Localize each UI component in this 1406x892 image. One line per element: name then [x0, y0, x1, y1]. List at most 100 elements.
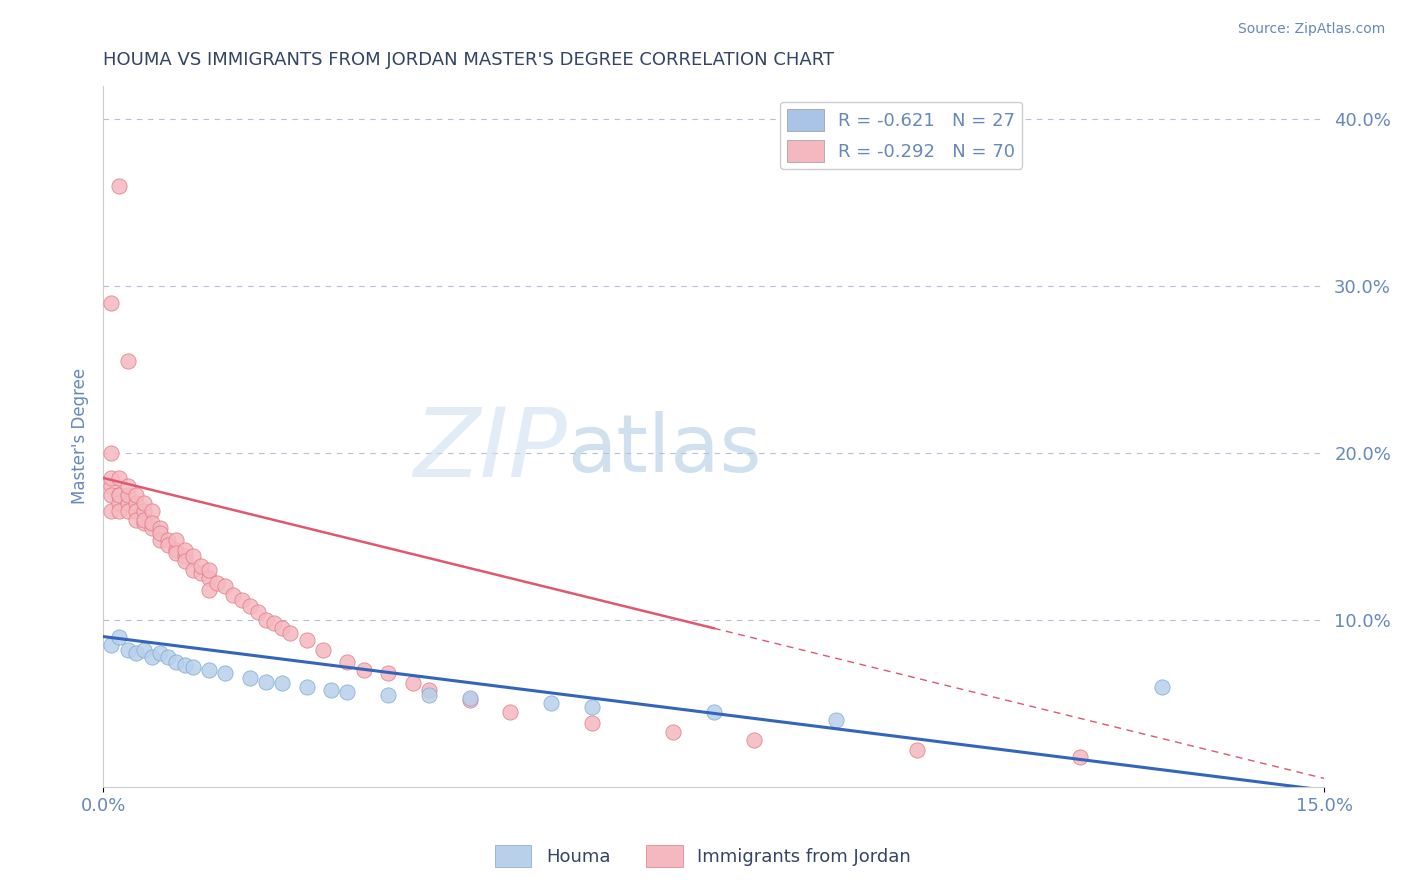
Point [239, 599, 262, 614]
Point [157, 538, 180, 552]
Point [336, 684, 359, 698]
Point [141, 521, 163, 535]
Y-axis label: Master's Degree: Master's Degree [72, 368, 89, 504]
Point [190, 559, 212, 574]
Point [825, 713, 848, 727]
Point [181, 563, 204, 577]
Point [662, 724, 685, 739]
Point [271, 621, 294, 635]
Point [100, 638, 122, 652]
Point [100, 488, 122, 502]
Point [214, 579, 236, 593]
Point [149, 521, 172, 535]
Point [149, 526, 172, 541]
Point [173, 657, 195, 672]
Point [165, 533, 187, 547]
Point [117, 496, 139, 510]
Point [246, 605, 269, 619]
Point [141, 516, 163, 530]
Point [108, 488, 131, 502]
Point [239, 671, 262, 685]
Point [117, 488, 139, 502]
Text: Source: ZipAtlas.com: Source: ZipAtlas.com [1237, 22, 1385, 37]
Point [703, 705, 725, 719]
Point [254, 674, 277, 689]
Point [125, 496, 148, 510]
Point [125, 488, 148, 502]
Point [295, 632, 318, 647]
Point [231, 592, 253, 607]
Point [271, 676, 294, 690]
Text: HOUMA VS IMMIGRANTS FROM JORDAN MASTER'S DEGREE CORRELATION CHART: HOUMA VS IMMIGRANTS FROM JORDAN MASTER'S… [103, 51, 834, 69]
Point [165, 546, 187, 560]
Point [581, 716, 603, 731]
Point [117, 504, 139, 518]
Point [132, 496, 155, 510]
Point [117, 354, 139, 368]
Point [141, 649, 163, 664]
Text: ZIP: ZIP [413, 404, 567, 497]
Point [499, 705, 522, 719]
Point [173, 542, 195, 557]
Point [336, 655, 359, 669]
Point [581, 699, 603, 714]
Point [117, 643, 139, 657]
Point [108, 504, 131, 518]
Point [198, 582, 221, 597]
Point [198, 563, 221, 577]
Point [540, 697, 562, 711]
Point [149, 646, 172, 660]
Point [1150, 680, 1173, 694]
Point [100, 471, 122, 485]
Point [458, 691, 481, 706]
Legend: Houma, Immigrants from Jordan: Houma, Immigrants from Jordan [488, 838, 918, 874]
Point [100, 479, 122, 493]
Point [190, 566, 212, 580]
Point [319, 683, 342, 698]
Point [744, 733, 766, 747]
Point [173, 554, 195, 568]
Point [280, 626, 302, 640]
Point [125, 646, 148, 660]
Point [1069, 749, 1091, 764]
Point [117, 479, 139, 493]
Point [181, 549, 204, 564]
Point [905, 743, 928, 757]
Point [458, 693, 481, 707]
Point [108, 496, 131, 510]
Point [100, 295, 122, 310]
Point [377, 666, 399, 681]
Point [173, 549, 195, 564]
Point [100, 504, 122, 518]
Point [132, 643, 155, 657]
Point [205, 576, 228, 591]
Point [198, 663, 221, 677]
Point [141, 504, 163, 518]
Point [181, 659, 204, 673]
Point [418, 683, 440, 698]
Point [108, 630, 131, 644]
Point [100, 446, 122, 460]
Point [222, 588, 245, 602]
Text: atlas: atlas [567, 411, 762, 489]
Point [165, 655, 187, 669]
Point [132, 516, 155, 530]
Legend: R = -0.621   N = 27, R = -0.292   N = 70: R = -0.621 N = 27, R = -0.292 N = 70 [780, 102, 1022, 169]
Point [353, 663, 375, 677]
Point [312, 643, 335, 657]
Point [149, 533, 172, 547]
Point [132, 504, 155, 518]
Point [157, 649, 180, 664]
Point [108, 471, 131, 485]
Point [418, 688, 440, 702]
Point [165, 542, 187, 557]
Point [132, 513, 155, 527]
Point [263, 616, 285, 631]
Point [214, 666, 236, 681]
Point [295, 680, 318, 694]
Point [254, 613, 277, 627]
Point [198, 571, 221, 585]
Point [401, 676, 423, 690]
Point [377, 688, 399, 702]
Point [108, 488, 131, 502]
